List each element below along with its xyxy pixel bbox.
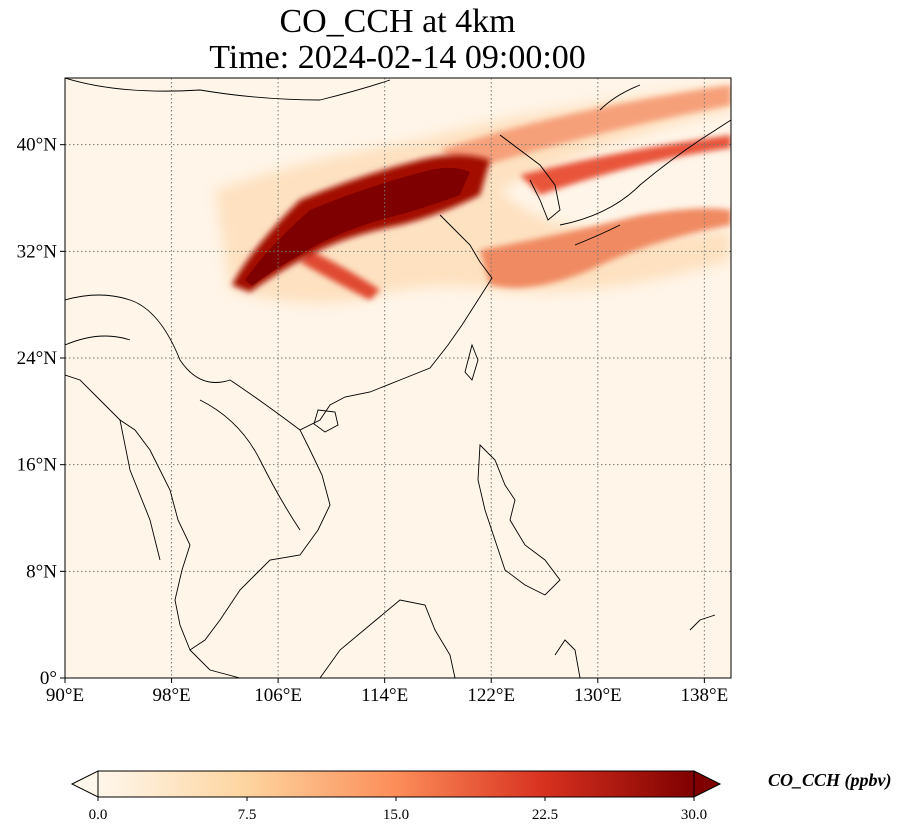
colorbar-tick-label: 0.0 — [89, 807, 108, 823]
colorbar-tick-label: 22.5 — [532, 807, 558, 823]
map-title-variable: CO_CCH at 4km — [279, 3, 516, 40]
colorbar-label: CO_CCH (ppbv) — [768, 770, 892, 790]
y-tick-label: 0° — [40, 668, 57, 689]
colorbar: 0.0 7.5 15.0 22.5 30.0 — [70, 770, 722, 823]
x-tick-label: 122°E — [467, 685, 515, 706]
colorbar-tick-label: 30.0 — [681, 807, 707, 823]
y-tick-label: 8°N — [26, 561, 57, 582]
y-tick-label: 24°N — [17, 348, 58, 369]
colorbar-extend-max — [693, 770, 722, 798]
colorbar-tick-label: 15.0 — [383, 807, 409, 823]
colorbar-tick-label: 7.5 — [238, 807, 257, 823]
x-tick-label: 106°E — [254, 685, 302, 706]
y-tick-label: 40°N — [17, 135, 58, 156]
map-title-time: Time: 2024-02-14 09:00:00 — [209, 39, 586, 76]
y-tick-label: 16°N — [17, 455, 58, 476]
x-tick-label: 138°E — [681, 685, 729, 706]
x-tick-label: 98°E — [152, 685, 190, 706]
map-frame — [64, 77, 732, 679]
x-tick-label: 130°E — [574, 685, 622, 706]
map-panel: 90°E 98°E 106°E 114°E 122°E 130°E 138°E 0° 8°N 1… — [17, 77, 732, 706]
colorbar-ticks: 0.0 7.5 15.0 22.5 30.0 — [89, 797, 707, 823]
concentration-plume — [215, 85, 731, 304]
colorbar-gradient — [97, 770, 695, 798]
coastlines — [65, 78, 731, 678]
x-tick-label: 90°E — [46, 685, 84, 706]
colorbar-extend-min — [70, 770, 99, 798]
y-axis-ticks: 0° 8°N 16°N 24°N 32°N 40°N — [17, 135, 65, 689]
y-tick-label: 32°N — [17, 241, 58, 262]
x-axis-ticks: 90°E 98°E 106°E 114°E 122°E 130°E 138°E — [46, 678, 728, 706]
x-tick-label: 114°E — [361, 685, 408, 706]
